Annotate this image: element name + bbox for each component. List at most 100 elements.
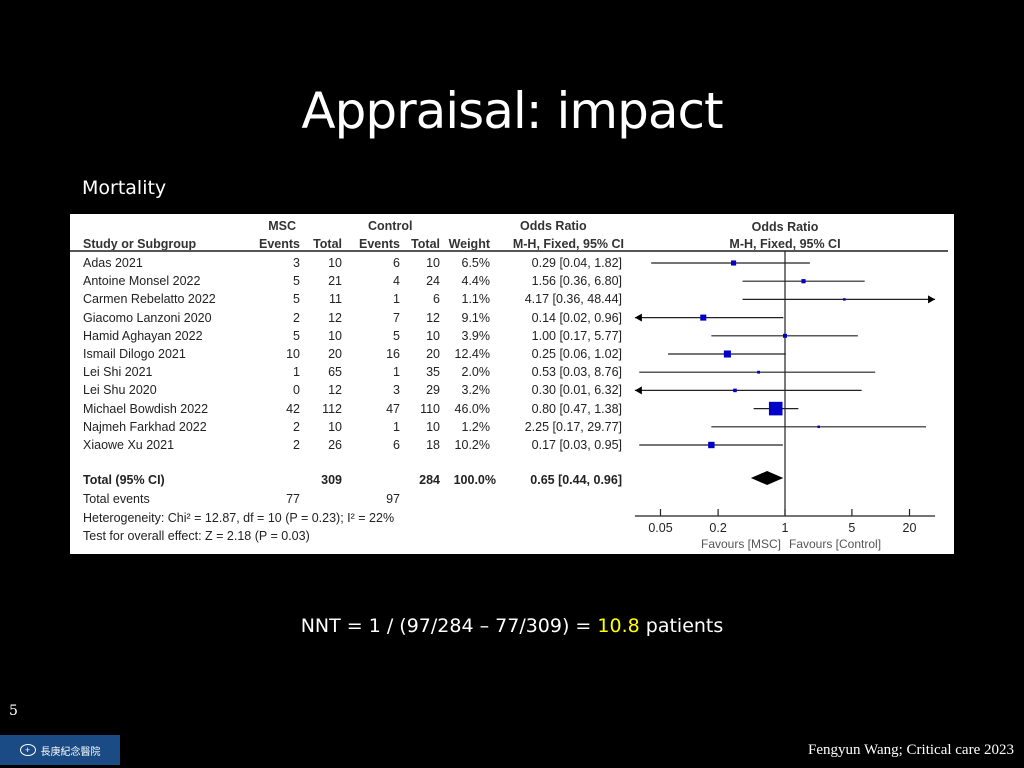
odds-ratio-ci: 1.00 [0.17, 5.77] — [531, 328, 622, 343]
total-events-msc: 77 — [286, 492, 300, 506]
forest-plot: Odds Ratio M-H, Fixed, 95% CI 0.05 0.2 1 5 2… — [630, 220, 948, 551]
msc-events: 1 — [293, 365, 300, 380]
point-estimate — [757, 370, 761, 374]
control-total: 6 — [433, 292, 440, 307]
control-total: 10 — [426, 328, 440, 343]
header-control: Control — [368, 219, 413, 233]
point-estimate — [723, 350, 731, 358]
logo-text: 長庚紀念醫院 — [40, 746, 101, 758]
study-name: Michael Bowdish 2022 — [83, 401, 209, 416]
plot-title: Odds Ratio — [752, 220, 819, 234]
x-tick-label: 0.2 — [709, 521, 726, 535]
header-divider — [70, 250, 948, 252]
arrow-left-icon — [634, 386, 642, 395]
odds-ratio-ci: 0.80 [0.47, 1.38] — [531, 401, 622, 416]
total-ci: 0.65 [0.44, 0.96] — [530, 473, 622, 487]
control-total: 35 — [426, 365, 440, 380]
total-msc: 309 — [321, 473, 342, 487]
point-estimate — [700, 314, 707, 321]
odds-ratio-ci: 2.25 [0.17, 29.77] — [524, 419, 622, 434]
control-events: 7 — [393, 310, 400, 325]
msc-total: 10 — [328, 256, 342, 270]
msc-total: 12 — [328, 310, 342, 325]
study-name: Giacomo Lanzoni 2020 — [83, 310, 212, 325]
arrow-right-icon — [928, 295, 936, 304]
study-name: Lei Shu 2020 — [83, 383, 157, 398]
control-total: 12 — [426, 310, 440, 325]
slide-title: Appraisal: impact — [301, 82, 723, 140]
point-estimate — [733, 388, 737, 393]
control-events: 16 — [386, 347, 400, 361]
favours-left-label: Favours [MSC] — [701, 537, 781, 551]
study-name: Carmen Rebelatto 2022 — [83, 292, 216, 307]
header-events-msc: Events — [259, 237, 300, 251]
x-tick-label: 20 — [903, 521, 917, 535]
msc-events: 5 — [293, 292, 300, 307]
msc-total: 112 — [322, 401, 342, 416]
msc-events: 3 — [293, 256, 300, 270]
study-name: Ismail Dilogo 2021 — [83, 347, 186, 361]
odds-ratio-ci: 0.53 [0.03, 8.76] — [531, 365, 622, 380]
weight: 6.5% — [461, 256, 491, 270]
weight: 3.9% — [461, 328, 491, 343]
odds-ratio-ci: 4.17 [0.36, 48.44] — [524, 292, 622, 307]
study-name: Xiaowe Xu 2021 — [83, 438, 175, 452]
pooled-diamond — [750, 471, 784, 485]
control-events: 6 — [393, 256, 400, 270]
odds-ratio-ci: 0.30 [0.01, 6.32] — [531, 383, 622, 398]
header-msc: MSC — [268, 219, 296, 233]
header-weight: Weight — [448, 237, 490, 251]
control-total: 18 — [426, 438, 440, 452]
msc-events: 10 — [286, 347, 300, 361]
forest-plot-panel: MSC Control Odds Ratio Study or Subgroup… — [70, 214, 954, 554]
msc-total: 10 — [328, 419, 342, 434]
msc-events: 2 — [293, 310, 300, 325]
weight: 12.4% — [454, 347, 490, 361]
control-events: 4 — [393, 274, 400, 289]
plot-subtitle: M-H, Fixed, 95% CI — [729, 237, 840, 251]
odds-ratio-ci: 0.29 [0.04, 1.82] — [531, 256, 622, 270]
citation: Fengyun Wang; Critical care 2023 — [808, 742, 1014, 758]
favours-right-label: Favours [Control] — [789, 537, 881, 551]
header-study: Study or Subgroup — [83, 237, 197, 251]
section-label: Mortality — [82, 177, 167, 199]
total-weight: 100.0% — [453, 473, 496, 487]
study-name: Antoine Monsel 2022 — [83, 274, 201, 289]
weight: 4.4% — [461, 274, 491, 289]
header-events-control: Events — [359, 237, 400, 251]
point-estimate — [708, 441, 715, 449]
control-total: 110 — [420, 401, 440, 416]
weight: 1.2% — [461, 419, 491, 434]
msc-events: 5 — [293, 274, 300, 289]
control-events: 3 — [393, 383, 400, 398]
total-events-label: Total events — [83, 492, 150, 506]
heterogeneity-text: Heterogeneity: Chi² = 12.87, df = 10 (P … — [83, 511, 395, 525]
x-tick-label: 0.05 — [648, 521, 672, 535]
control-total: 29 — [426, 383, 440, 398]
header-total-msc: Total — [313, 237, 342, 251]
study-name: Adas 2021 — [83, 256, 143, 270]
total-events-control: 97 — [386, 492, 400, 506]
hospital-cross-icon: + — [19, 744, 36, 756]
point-estimate — [801, 279, 806, 284]
weight: 9.1% — [461, 310, 491, 325]
odds-ratio-ci: 1.56 [0.36, 6.80] — [531, 274, 622, 289]
x-tick-label: 5 — [848, 521, 855, 535]
nnt-formula-text: NNT = 1 / (97/284 – 77/309) = — [300, 615, 598, 637]
control-total: 24 — [426, 274, 440, 289]
hospital-logo: + 長庚紀念醫院 — [0, 735, 120, 765]
control-total: 10 — [426, 419, 440, 434]
msc-events: 2 — [293, 419, 300, 434]
header-odds-ratio: Odds Ratio — [520, 219, 587, 233]
point-estimate — [843, 298, 846, 301]
msc-total: 21 — [328, 274, 342, 289]
control-events: 1 — [393, 365, 400, 380]
header-method: M-H, Fixed, 95% CI — [512, 237, 624, 251]
control-events: 1 — [393, 419, 400, 434]
point-estimate — [783, 333, 787, 338]
msc-events: 2 — [293, 438, 300, 452]
point-estimate — [731, 260, 737, 266]
study-name: Lei Shi 2021 — [83, 365, 153, 380]
msc-total: 20 — [328, 347, 342, 361]
study-name: Najmeh Farkhad 2022 — [83, 419, 207, 434]
